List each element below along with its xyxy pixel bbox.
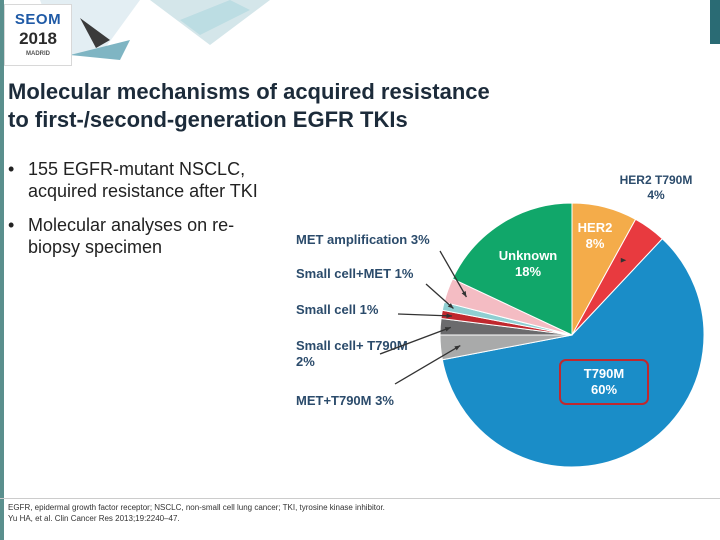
pie-slice (441, 238, 705, 468)
slice-label: MET+T790M 3% (296, 393, 394, 408)
slice-label: MET amplification 3% (296, 232, 430, 247)
seom-logo: SEOM 2018 MADRID (4, 4, 72, 66)
slice-label: Small cell+MET 1% (296, 266, 414, 281)
left-accent-bar (0, 0, 4, 540)
right-accent-bar (710, 0, 720, 44)
footer-divider (0, 498, 720, 499)
logo-line1: SEOM (14, 11, 62, 28)
leader-line (439, 250, 467, 298)
title-line1: Molecular mechanisms of acquired resista… (8, 79, 490, 104)
leader-line (379, 326, 452, 355)
decor-shape-3 (80, 18, 110, 48)
pie-chart: HER2 8% Unknown 18% T790M 60% HER2 T790M 4% MET … (296, 173, 705, 468)
bullet-dot: • (8, 215, 15, 235)
decor-shape-5 (180, 0, 250, 35)
slice-label: Small cell+ T790M 2% (296, 338, 408, 369)
leader-arrowhead (446, 313, 453, 319)
pie-slice (451, 202, 573, 336)
slice-label: HER2 T790M 4% (620, 173, 693, 202)
decor-shape-4 (70, 40, 130, 60)
bullet-list: • 155 EGFR-mutant NSCLC, acquired resist… (8, 158, 278, 270)
bullet-item: • 155 EGFR-mutant NSCLC, acquired resist… (8, 158, 278, 202)
footer-reference: Yu HA, et al. Clin Cancer Res 2013;19:22… (8, 514, 180, 523)
leader-arrowhead (461, 291, 467, 297)
title-line2: to first-/second-generation EGFR TKIs (8, 107, 408, 132)
highlight-box (559, 359, 649, 405)
bullet-text: 155 EGFR-mutant NSCLC, acquired resistan… (28, 159, 258, 201)
bullet-item: • Molecular analyses on re-biopsy specim… (8, 214, 278, 258)
leader-arrowhead (444, 327, 451, 332)
footer-abbreviations: EGFR, epidermal growth factor receptor; … (8, 503, 385, 512)
header-band: SEOM 2018 MADRID (0, 0, 720, 76)
logo-line3: MADRID (26, 51, 50, 57)
leader-arrowhead (454, 345, 461, 351)
bullet-dot: • (8, 159, 15, 179)
slice-label: Unknown 18% (499, 248, 558, 279)
leader-line (425, 283, 454, 309)
slice-label: T790M 60% (584, 366, 624, 397)
bullet-text: Molecular analyses on re-biopsy specimen (28, 215, 235, 257)
slide-title: Molecular mechanisms of acquired resista… (8, 78, 648, 134)
leader-arrowhead (447, 303, 454, 309)
leader-line (397, 313, 453, 317)
leader-arrowhead (620, 257, 627, 263)
leader-line (394, 344, 461, 385)
slice-label: HER2 8% (578, 220, 613, 251)
slice-label: Small cell 1% (296, 302, 379, 317)
logo-line2: 2018 (19, 29, 57, 48)
footer-notes: EGFR, epidermal growth factor receptor; … (8, 502, 708, 524)
